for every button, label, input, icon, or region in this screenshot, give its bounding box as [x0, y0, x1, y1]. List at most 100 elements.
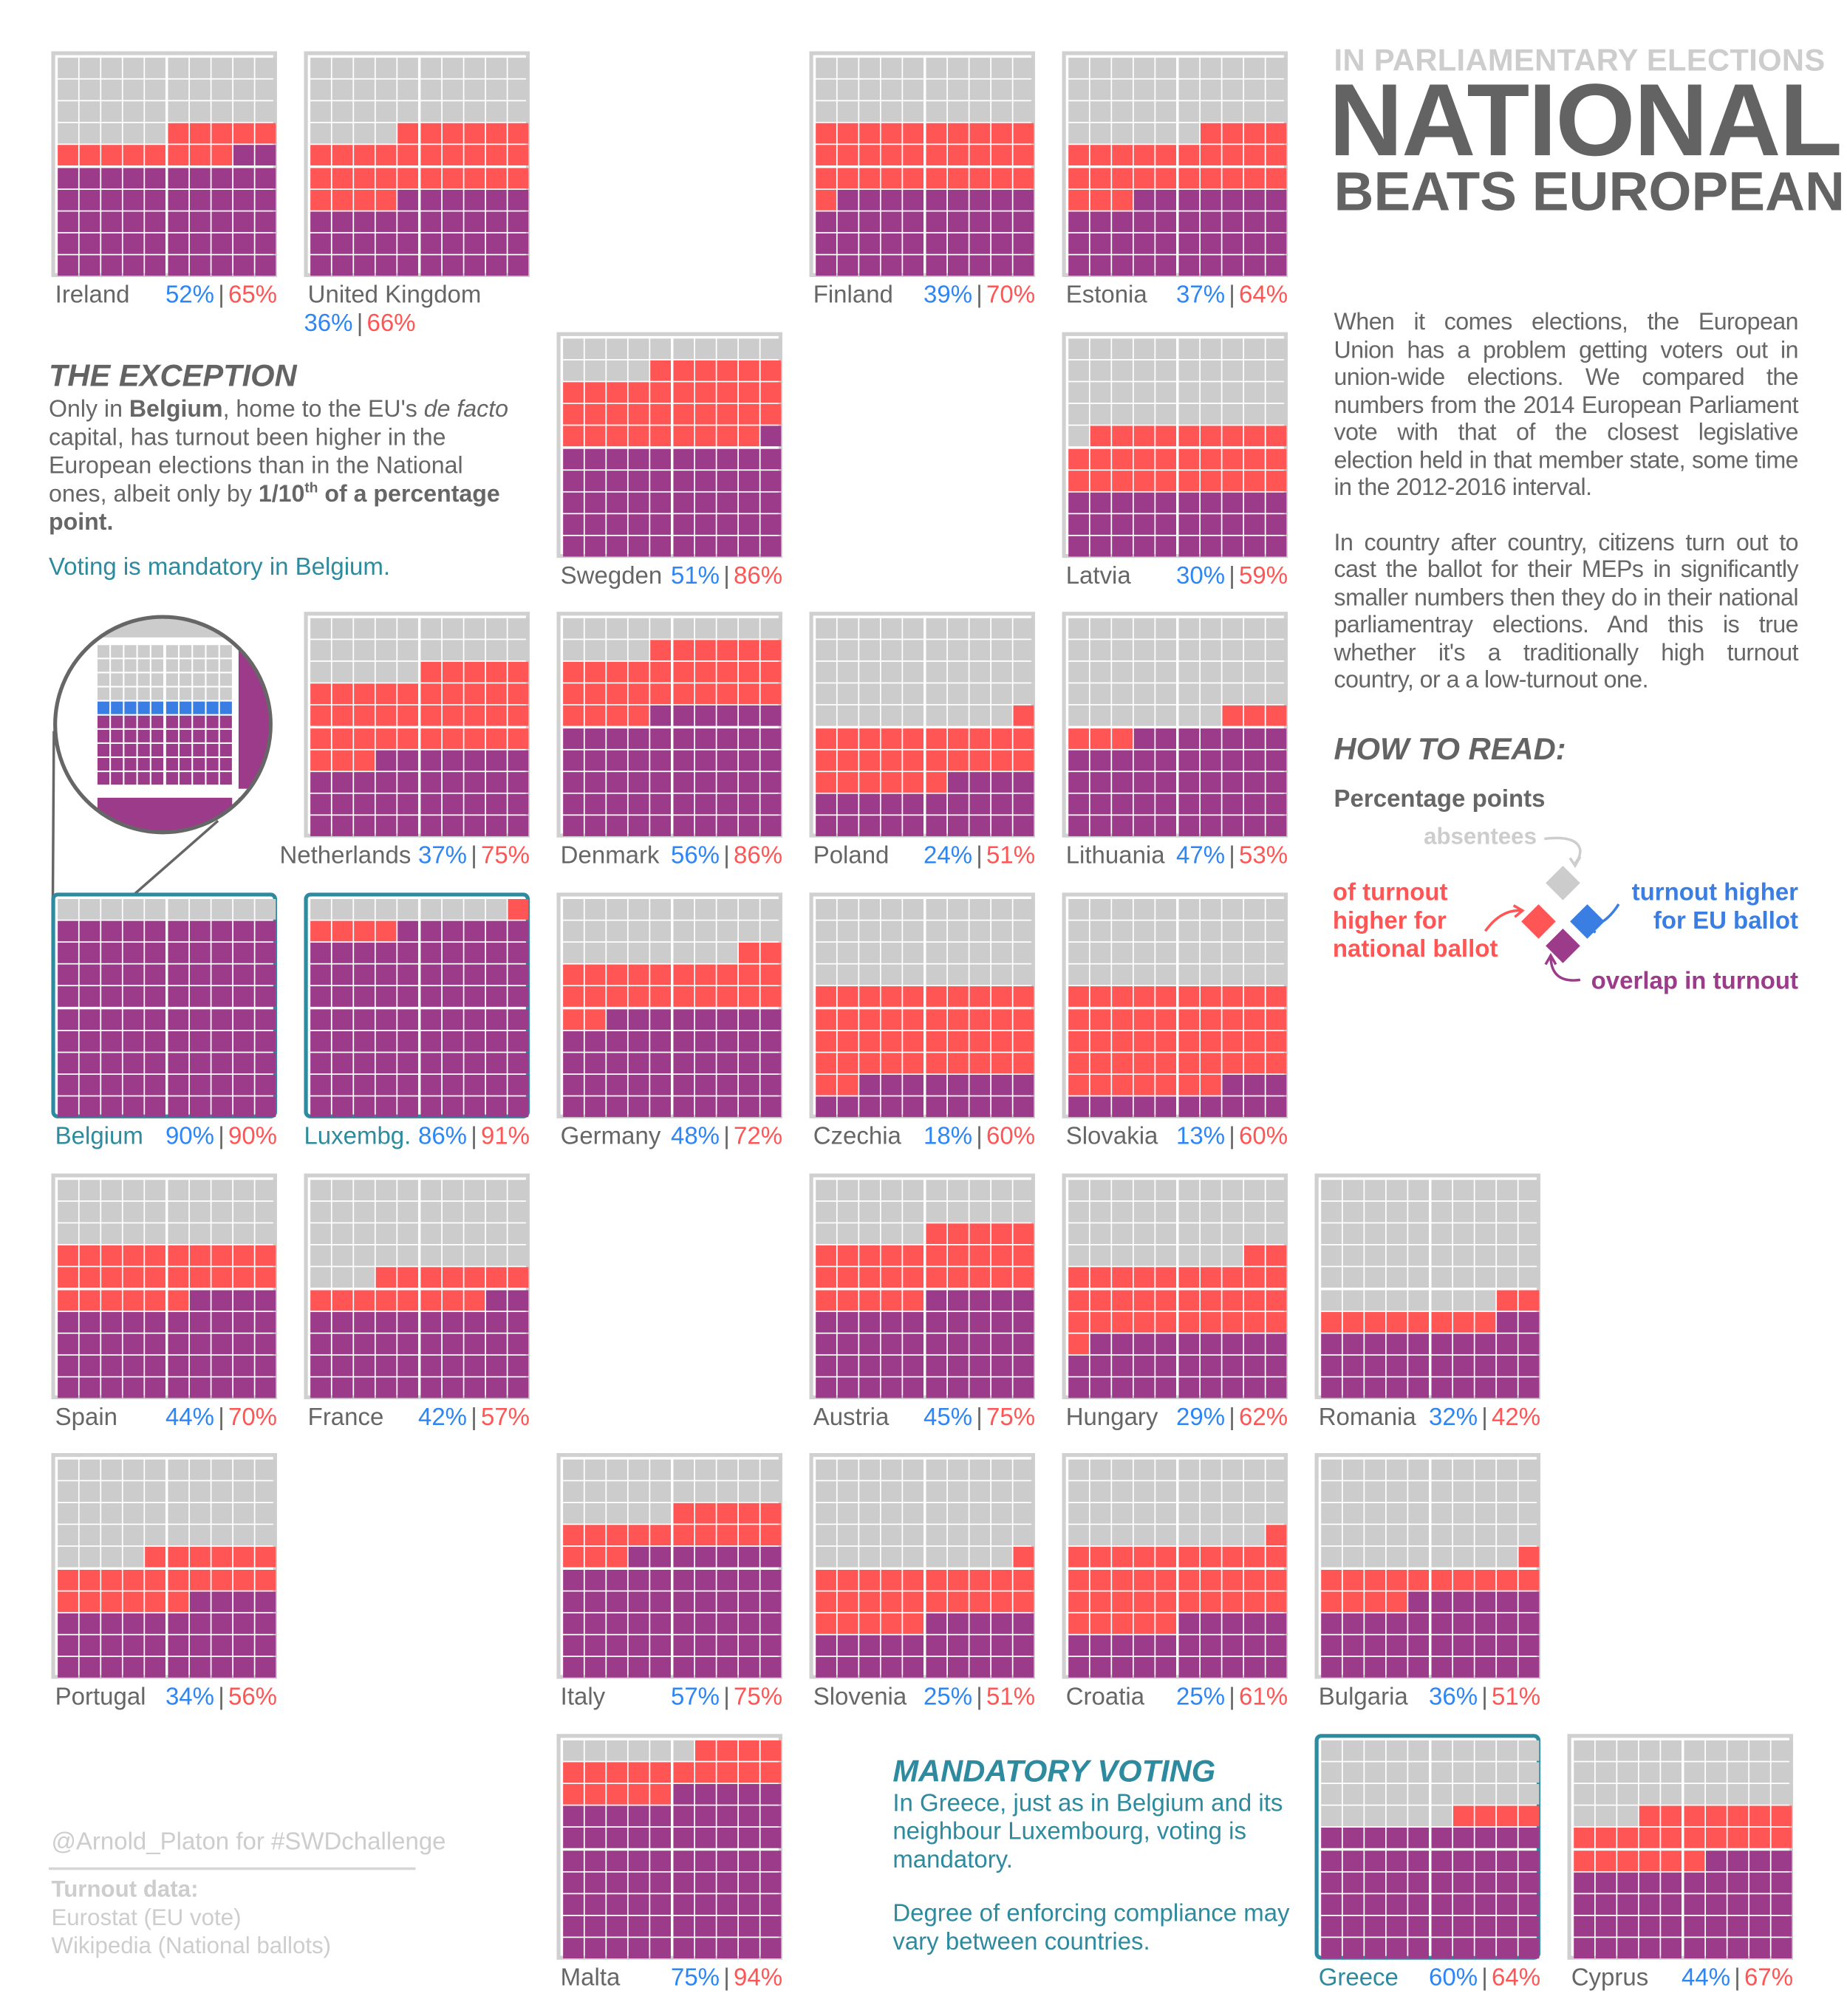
- waffle-cell-absentee: [1200, 618, 1221, 639]
- waffle-cell-absentee: [816, 1201, 836, 1223]
- waffle-cell-national-higher: [1155, 168, 1177, 189]
- waffle-cell-overlap: [607, 772, 627, 793]
- waffle-cell-absentee: [947, 964, 969, 985]
- waffle-cell-national-higher: [1244, 1031, 1265, 1052]
- national-turnout: 65%: [228, 281, 277, 310]
- inset-cell: [111, 645, 123, 658]
- mandatory-heading: MANDATORY VOTING: [892, 1754, 1216, 1789]
- waffle-cell-absentee: [168, 1223, 189, 1245]
- waffle-cell-absentee: [1090, 1481, 1111, 1502]
- waffle-cell-absentee: [354, 640, 375, 661]
- waffle-cell-absentee: [145, 1459, 165, 1480]
- exception-heading: THE EXCEPTION: [48, 359, 297, 394]
- waffle-cell-overlap: [485, 1290, 507, 1311]
- waffle-cell-overlap: [738, 750, 759, 771]
- waffle-cell-absentee: [1155, 360, 1177, 381]
- waffle-cell-national-higher: [332, 920, 353, 942]
- waffle-cell-national-higher: [903, 145, 924, 165]
- waffle-cell-overlap: [991, 1096, 1012, 1118]
- waffle-cell-national-higher: [1090, 448, 1111, 470]
- waffle-cell-national-higher: [650, 360, 671, 381]
- waffle-cell-absentee: [1321, 1459, 1342, 1480]
- waffle-cell-absentee: [485, 1180, 507, 1200]
- waffle-cell-absentee: [1013, 79, 1034, 100]
- waffle-cell-overlap: [628, 1872, 649, 1893]
- waffle-cell-absentee: [1244, 1503, 1265, 1524]
- waffle-cell-national-higher: [310, 168, 331, 189]
- waffle-cell-absentee: [1222, 661, 1243, 683]
- waffle-cell-overlap: [1321, 1872, 1342, 1893]
- waffle-cell-national-higher: [1068, 986, 1089, 1007]
- waffle-cell-absentee: [859, 1223, 880, 1245]
- national-turnout: 75%: [986, 1404, 1036, 1432]
- waffle-cell-absentee: [1431, 1740, 1452, 1761]
- waffle-cell-overlap: [607, 728, 627, 749]
- waffle-cell-overlap: [1431, 1872, 1452, 1893]
- waffle-cell-national-higher: [1178, 1267, 1200, 1288]
- waffle-cell-absentee: [584, 618, 606, 639]
- waffle-cell-overlap: [189, 964, 211, 985]
- waffle-cell-national-higher: [101, 1290, 122, 1311]
- waffle-cell-national-higher: [1112, 1074, 1133, 1096]
- waffle-cell-absentee: [1617, 1762, 1639, 1783]
- waffle-cell-overlap: [1771, 1916, 1792, 1937]
- waffle-cell-overlap: [464, 1096, 485, 1118]
- waffle-cell-national-higher: [903, 772, 924, 793]
- waffle-cell-national-higher: [310, 920, 331, 942]
- waffle-cell-overlap: [673, 793, 694, 815]
- waffle-cell-overlap: [628, 1851, 649, 1871]
- waffle-cell-absentee: [79, 101, 100, 122]
- inset-cell: [151, 743, 164, 756]
- waffle-cell-overlap: [375, 1312, 397, 1333]
- waffle-cell-national-higher: [816, 1074, 836, 1096]
- waffle-cell-absentee: [1342, 1740, 1364, 1761]
- waffle-cell-overlap: [1244, 1356, 1265, 1376]
- waffle-cell-overlap: [628, 750, 649, 771]
- waffle-cell-overlap: [1090, 1377, 1111, 1398]
- waffle-cell-overlap: [1749, 1894, 1770, 1916]
- waffle-cell-overlap: [332, 1009, 353, 1031]
- waffle-cell-overlap: [442, 816, 463, 836]
- waffle-cell-national-higher: [310, 728, 331, 749]
- waffle-card: Denmark 56% | 86%: [556, 612, 783, 873]
- waffle-cell-overlap: [628, 728, 649, 749]
- waffle-cell-absentee: [717, 618, 738, 639]
- waffle-cell-overlap: [1068, 255, 1089, 276]
- legend-eu-line-1: turnout higher: [1631, 879, 1799, 906]
- waffle-cell-absentee: [760, 618, 782, 639]
- waffle-cell-overlap: [584, 1851, 606, 1871]
- waffle-cell-absentee: [145, 1503, 165, 1524]
- waffle-cell-absentee: [1365, 1290, 1385, 1311]
- waffle-cell-absentee: [1155, 943, 1177, 963]
- waffle-cell-absentee: [1321, 1223, 1342, 1245]
- waffle-cell-absentee: [1090, 58, 1111, 78]
- waffle-cell-absentee: [1155, 964, 1177, 985]
- waffle-cell-absentee: [310, 1267, 331, 1288]
- waffle-cell-absentee: [903, 1180, 924, 1200]
- waffle-cell-overlap: [1342, 1916, 1364, 1937]
- waffle-cell-absentee: [1013, 618, 1034, 639]
- inset-cell: [193, 743, 205, 756]
- waffle-cell-overlap: [255, 1591, 276, 1613]
- waffle-cell-overlap: [1112, 1096, 1133, 1118]
- waffle-cell-overlap: [168, 255, 189, 276]
- waffle-cell-overlap: [673, 1872, 694, 1893]
- waffle-cell-overlap: [1771, 1938, 1792, 1959]
- separator: |: [976, 842, 983, 870]
- waffle-cell-national-higher: [79, 1267, 100, 1288]
- inset-cell: [97, 758, 110, 771]
- waffle-cell-absentee: [375, 899, 397, 920]
- waffle-cell-overlap: [628, 1657, 649, 1678]
- waffle-cell-overlap: [650, 728, 671, 749]
- waffle-label: United Kingdom 36% | 66%: [304, 279, 530, 338]
- waffle-cell-absentee: [1475, 1525, 1496, 1546]
- waffle-cell-absentee: [1133, 640, 1155, 661]
- waffle-cell-absentee: [1244, 382, 1265, 403]
- waffle-cell-overlap: [1178, 1096, 1200, 1118]
- waffle-cell-national-higher: [1431, 1569, 1452, 1590]
- waffle-cell-absentee: [1133, 1481, 1155, 1502]
- waffle-cell-national-higher: [1178, 1569, 1200, 1590]
- page-title: NATIONAL: [1328, 63, 1843, 177]
- waffle-cell-absentee: [947, 1525, 969, 1546]
- waffle-cell-absentee: [1090, 683, 1111, 705]
